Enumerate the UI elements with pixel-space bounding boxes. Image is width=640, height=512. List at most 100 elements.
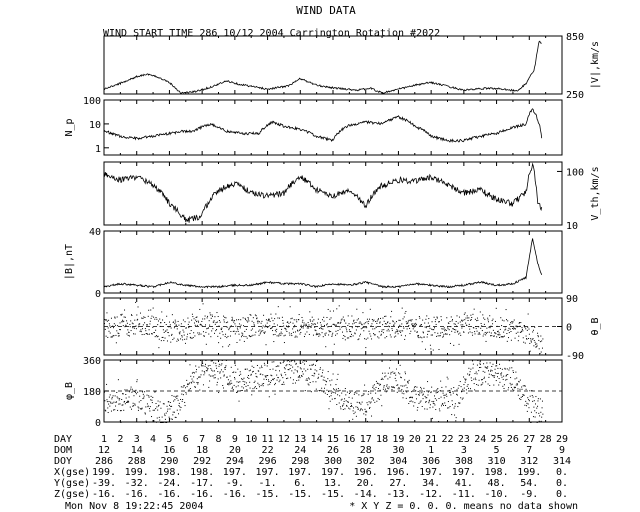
data-point — [533, 345, 535, 347]
data-point — [340, 321, 342, 323]
data-point — [456, 325, 458, 327]
data-point — [231, 316, 233, 318]
data-point — [279, 332, 281, 334]
data-point — [471, 380, 473, 382]
data-point — [318, 373, 320, 375]
data-point — [315, 364, 317, 366]
data-point — [485, 381, 487, 383]
data-point — [525, 388, 527, 390]
data-point — [351, 405, 353, 407]
data-point — [508, 369, 510, 371]
data-point — [155, 329, 157, 331]
data-point — [384, 372, 386, 374]
data-point — [338, 322, 340, 324]
data-point — [221, 363, 223, 365]
data-point — [538, 348, 540, 350]
axis-row-label: DOY — [54, 456, 72, 467]
data-point — [364, 327, 366, 329]
data-point — [297, 329, 299, 331]
data-point — [368, 401, 370, 403]
data-point — [319, 334, 321, 336]
data-point — [274, 393, 276, 395]
data-point — [364, 338, 366, 340]
data-point — [452, 391, 454, 393]
data-point — [425, 397, 427, 399]
data-point — [542, 413, 544, 415]
data-point — [490, 325, 492, 327]
data-point — [258, 370, 260, 372]
data-point — [202, 384, 204, 386]
data-point — [494, 368, 496, 370]
data-point — [348, 407, 350, 409]
data-point — [184, 342, 186, 344]
data-point — [480, 384, 482, 386]
data-point — [147, 315, 149, 317]
data-point — [512, 370, 514, 372]
start-time-subtitle: WIND START TIME 286 10/12 2004 Carringto… — [103, 28, 440, 39]
data-point — [445, 386, 447, 388]
data-point — [153, 332, 155, 334]
data-point — [328, 330, 330, 332]
data-point — [161, 311, 163, 313]
y-tick-label: 0 — [95, 289, 101, 300]
data-point — [242, 317, 244, 319]
data-point — [304, 390, 306, 392]
data-point — [521, 330, 523, 332]
data-point — [489, 384, 491, 386]
data-point — [431, 334, 433, 336]
data-point — [146, 394, 148, 396]
data-point — [298, 379, 300, 381]
data-point — [459, 332, 461, 334]
data-point — [232, 320, 234, 322]
data-point — [211, 315, 213, 317]
data-point — [261, 320, 263, 322]
data-point — [180, 338, 182, 340]
data-point — [135, 389, 137, 391]
data-point — [182, 399, 184, 401]
data-point — [355, 329, 357, 331]
data-point — [214, 374, 216, 376]
data-point — [445, 333, 447, 335]
data-point — [283, 335, 285, 337]
data-point — [317, 376, 319, 378]
data-point — [478, 379, 480, 381]
data-point — [148, 309, 150, 311]
data-point — [432, 406, 434, 408]
data-point — [536, 343, 538, 345]
data-point — [254, 380, 256, 382]
data-point — [540, 351, 542, 353]
data-point — [156, 336, 158, 338]
data-point — [156, 417, 158, 419]
data-point — [496, 376, 498, 378]
data-point — [178, 339, 180, 341]
data-point — [274, 329, 276, 331]
data-point — [525, 400, 527, 402]
data-point — [512, 388, 514, 390]
data-point — [532, 400, 534, 402]
data-point — [111, 396, 113, 398]
data-point — [377, 319, 379, 321]
data-point — [362, 393, 364, 395]
data-point — [191, 372, 193, 374]
data-point — [304, 324, 306, 326]
data-point — [402, 330, 404, 332]
data-point — [132, 405, 134, 407]
data-point — [142, 324, 144, 326]
data-point — [132, 402, 134, 404]
data-point — [334, 324, 336, 326]
data-point — [331, 379, 333, 381]
data-point — [295, 335, 297, 337]
data-point — [108, 330, 110, 332]
data-point — [181, 336, 183, 338]
data-point — [457, 406, 459, 408]
data-point — [276, 324, 278, 326]
data-point — [174, 399, 176, 401]
data-point — [413, 325, 415, 327]
data-point — [462, 388, 464, 390]
data-point — [115, 324, 117, 326]
data-point — [496, 331, 498, 333]
data-point — [142, 317, 144, 319]
axis-row-zgse: Z(gse) -16. -16. -16. -16. -16. -15. -15. -15. -1… — [54, 489, 568, 500]
data-point — [288, 364, 290, 366]
data-point — [312, 363, 314, 365]
